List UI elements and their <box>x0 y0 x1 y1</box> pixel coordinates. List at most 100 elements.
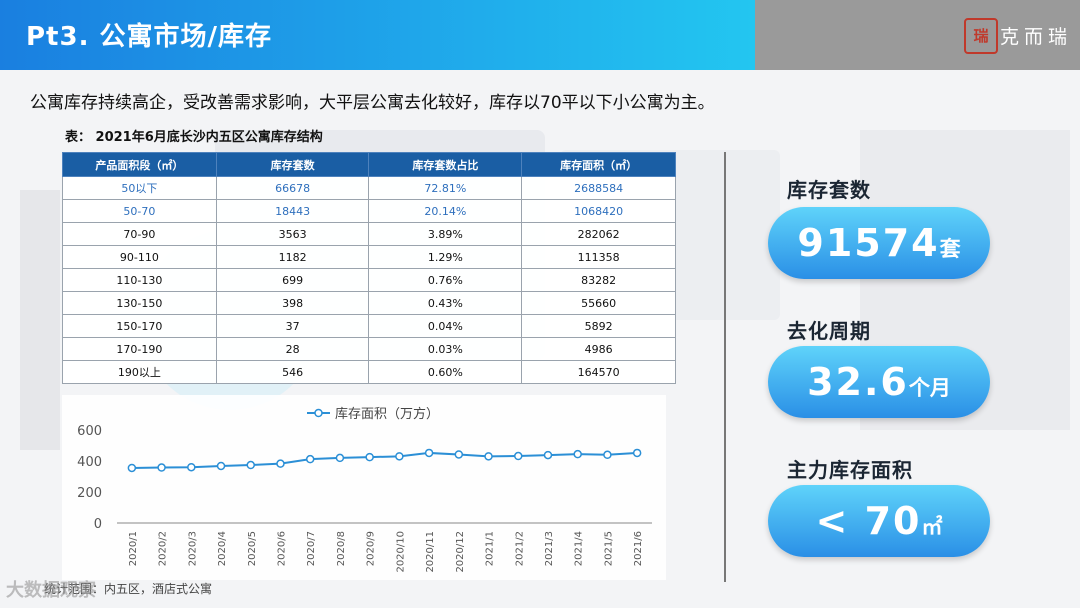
column-header: 库存套数 <box>215 152 370 177</box>
footnote: 统计范围：内五区，酒店式公寓 <box>44 582 213 596</box>
data-point <box>276 459 285 468</box>
table-cell: 111358 <box>521 245 676 269</box>
stat-unit: 套 <box>939 237 961 261</box>
table-cell: 190以上 <box>62 360 217 384</box>
stat-value: 32.6 <box>807 360 909 404</box>
x-tick-label: 2020/6 <box>276 531 287 566</box>
x-tick-label: 2020/11 <box>425 531 436 573</box>
y-tick-label: 0 <box>94 517 102 532</box>
x-tick-label: 2021/5 <box>603 531 614 566</box>
table-cell: 170-190 <box>62 337 217 361</box>
brand-logo-text: 克而瑞 <box>1000 26 1073 48</box>
watermark: 大数据观察 <box>6 580 96 601</box>
table-cell: 0.60% <box>368 360 523 384</box>
stat-value: 91574 <box>797 221 940 265</box>
table-cell: 70-90 <box>62 222 217 246</box>
table-cell: 90-110 <box>62 245 217 269</box>
table-body: 50以下 66678 72.81% 2688584 50-70 18443 20.14% 10… <box>62 176 676 384</box>
table-caption: 表： 2021年6月底长沙内五区公寓库存结构 <box>65 130 323 145</box>
data-point <box>246 460 255 470</box>
stat-pill-main-area: < 70㎡ <box>768 485 990 557</box>
table-cell: 130-150 <box>62 291 217 315</box>
summary-text: 公寓库存持续高企，受改善需求影响，大平层公寓去化较好，库存以70平以下小公寓为主… <box>30 93 715 113</box>
table-cell: 546 <box>215 360 370 384</box>
table-cell: 72.81% <box>368 176 523 200</box>
column-header: 库存面积（㎡） <box>521 152 676 177</box>
header: Pt3. 公寓市场/库存 瑞 克而瑞 <box>0 0 1080 70</box>
stat-label-inventory-units: 库存套数 <box>787 178 871 202</box>
x-tick-label: 2021/6 <box>633 531 644 566</box>
data-point <box>603 450 612 460</box>
x-tick-label: 2020/4 <box>217 531 228 566</box>
table-cell: 3.89% <box>368 222 523 246</box>
data-point <box>632 448 642 458</box>
y-tick-label: 600 <box>77 424 102 439</box>
x-tick-label: 2021/3 <box>544 531 555 566</box>
series-line <box>131 451 638 469</box>
data-point <box>216 461 226 471</box>
table-cell: 50以下 <box>62 176 217 200</box>
table-cell: 3563 <box>215 222 370 246</box>
table-row: 110-130 699 0.76% 83282 <box>62 268 676 292</box>
data-point <box>335 453 345 463</box>
table-cell: 282062 <box>521 222 676 246</box>
data-point <box>365 452 374 462</box>
data-point <box>305 454 315 464</box>
data-point <box>573 449 582 459</box>
title-bar: Pt3. 公寓市场/库存 <box>0 0 755 70</box>
table-row: 50-70 18443 20.14% 1068420 <box>62 199 676 223</box>
table-cell: 110-130 <box>62 268 217 292</box>
table-cell: 50-70 <box>62 199 217 223</box>
table-cell: 150-170 <box>62 314 217 338</box>
x-tick-label: 2020/1 <box>128 531 139 566</box>
column-header: 库存套数占比 <box>368 152 523 177</box>
legend-marker <box>314 408 323 418</box>
table-cell: 699 <box>215 268 370 292</box>
table-cell: 398 <box>215 291 370 315</box>
table-header-row: 产品面积段（㎡） 库存套数 库存套数占比 库存面积（㎡） <box>62 152 676 177</box>
x-tick-label: 2020/5 <box>247 531 258 566</box>
table-cell: 0.76% <box>368 268 523 292</box>
stat-pill-sellout-cycle: 32.6个月 <box>768 346 990 418</box>
x-tick-label: 2021/2 <box>514 531 525 566</box>
y-tick-label: 200 <box>77 486 102 501</box>
stat-label-sellout-cycle: 去化周期 <box>787 319 871 343</box>
x-tick-label: 2020/3 <box>187 531 198 566</box>
table-cell: 0.04% <box>368 314 523 338</box>
x-tick-label: 2020/10 <box>395 531 406 573</box>
x-tick-label: 2020/12 <box>455 531 466 573</box>
table-cell: 4986 <box>521 337 676 361</box>
data-point <box>484 452 493 461</box>
table-cell: 55660 <box>521 291 676 315</box>
table-cell: 2688584 <box>521 176 676 200</box>
legend-label: 库存面积（万方） <box>335 406 439 422</box>
y-tick-label: 400 <box>77 455 102 470</box>
data-point <box>424 448 434 458</box>
x-tick-label: 2021/1 <box>485 531 496 566</box>
data-point <box>514 451 523 461</box>
page-title: Pt3. 公寓市场/库存 <box>26 22 273 52</box>
brand-bar <box>755 0 1080 70</box>
table-cell: 1068420 <box>521 199 676 223</box>
table-cell: 83282 <box>521 268 676 292</box>
table-row: 150-170 37 0.04% 5892 <box>62 314 676 338</box>
inventory-table: 产品面积段（㎡） 库存套数 库存套数占比 库存面积（㎡） 50以下 66678 72… <box>62 152 676 384</box>
table-cell: 37 <box>215 314 370 338</box>
x-tick-label: 2021/4 <box>574 531 585 566</box>
table-row: 190以上 546 0.60% 164570 <box>62 360 676 384</box>
table-row: 90-110 1182 1.29% 111358 <box>62 245 676 269</box>
table-cell: 28 <box>215 337 370 361</box>
data-point <box>543 450 553 460</box>
table-cell: 1.29% <box>368 245 523 269</box>
table-cell: 0.03% <box>368 337 523 361</box>
x-tick-label: 2020/8 <box>336 531 347 566</box>
stat-value: < 70 <box>815 499 922 543</box>
data-point <box>157 463 166 472</box>
table-row: 130-150 398 0.43% 55660 <box>62 291 676 315</box>
table-cell: 20.14% <box>368 199 523 223</box>
stat-label-main-area: 主力库存面积 <box>787 458 913 482</box>
table-row: 50以下 66678 72.81% 2688584 <box>62 176 676 200</box>
table-cell: 66678 <box>215 176 370 200</box>
data-point <box>187 462 196 472</box>
table-cell: 18443 <box>215 199 370 223</box>
